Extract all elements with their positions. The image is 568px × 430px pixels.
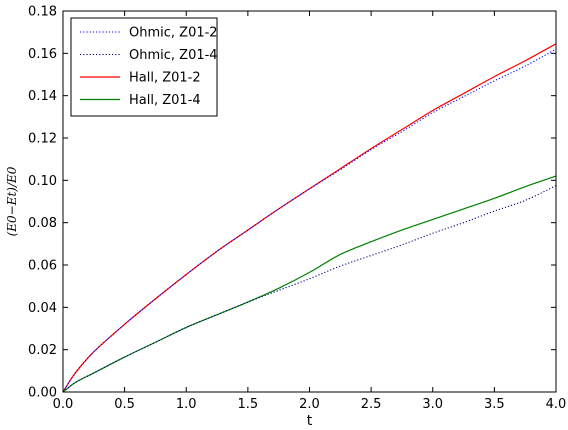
legend-label: Hall, Z01-4	[129, 93, 201, 108]
y-tick-label: 0.00	[28, 386, 57, 401]
y-tick-label: 0.18	[28, 5, 57, 20]
x-tick-label: 2.0	[299, 397, 320, 412]
plot-frame	[62, 10, 557, 393]
legend: Ohmic, Z01-2 Ohmic, Z01-4 Hall, Z01-2 Hall,…	[70, 17, 218, 117]
y-tick-label: 0.02	[28, 343, 57, 358]
series-line-2	[62, 43, 557, 393]
x-tick-label: 4.0	[546, 397, 567, 412]
legend-label: Ohmic, Z01-4	[129, 48, 218, 63]
x-tick-label: 2.5	[361, 397, 382, 412]
x-tick-label: 1.5	[238, 397, 259, 412]
series-layer	[62, 43, 557, 393]
x-tick-label: 0.5	[114, 397, 135, 412]
ticks-layer: 0.0 0.5 1.0 1.5 2.0 2.5 3.0 3.5 4.0 0.00 0.02 0.04 0…	[28, 5, 566, 413]
y-tick-label: 0.04	[28, 301, 57, 316]
x-tick-label: 1.0	[176, 397, 197, 412]
x-tick-label: 0.0	[53, 397, 74, 412]
y-axis-label: (E0−Et)/E0	[5, 166, 19, 236]
legend-label: Hall, Z01-2	[129, 71, 201, 86]
y-tick-label: 0.06	[28, 259, 57, 274]
y-tick-label: 0.14	[28, 89, 57, 104]
y-tick-label: 0.10	[28, 174, 57, 189]
y-tick-label: 0.16	[28, 47, 57, 62]
y-tick-label: 0.12	[28, 132, 57, 147]
y-tick-label: 0.08	[28, 216, 57, 231]
legend-label: Ohmic, Z01-2	[129, 26, 218, 41]
x-tick-label: 3.5	[484, 397, 505, 412]
x-axis-label: t	[307, 413, 313, 429]
series-line-1	[62, 185, 557, 393]
x-tick-label: 3.0	[422, 397, 443, 412]
